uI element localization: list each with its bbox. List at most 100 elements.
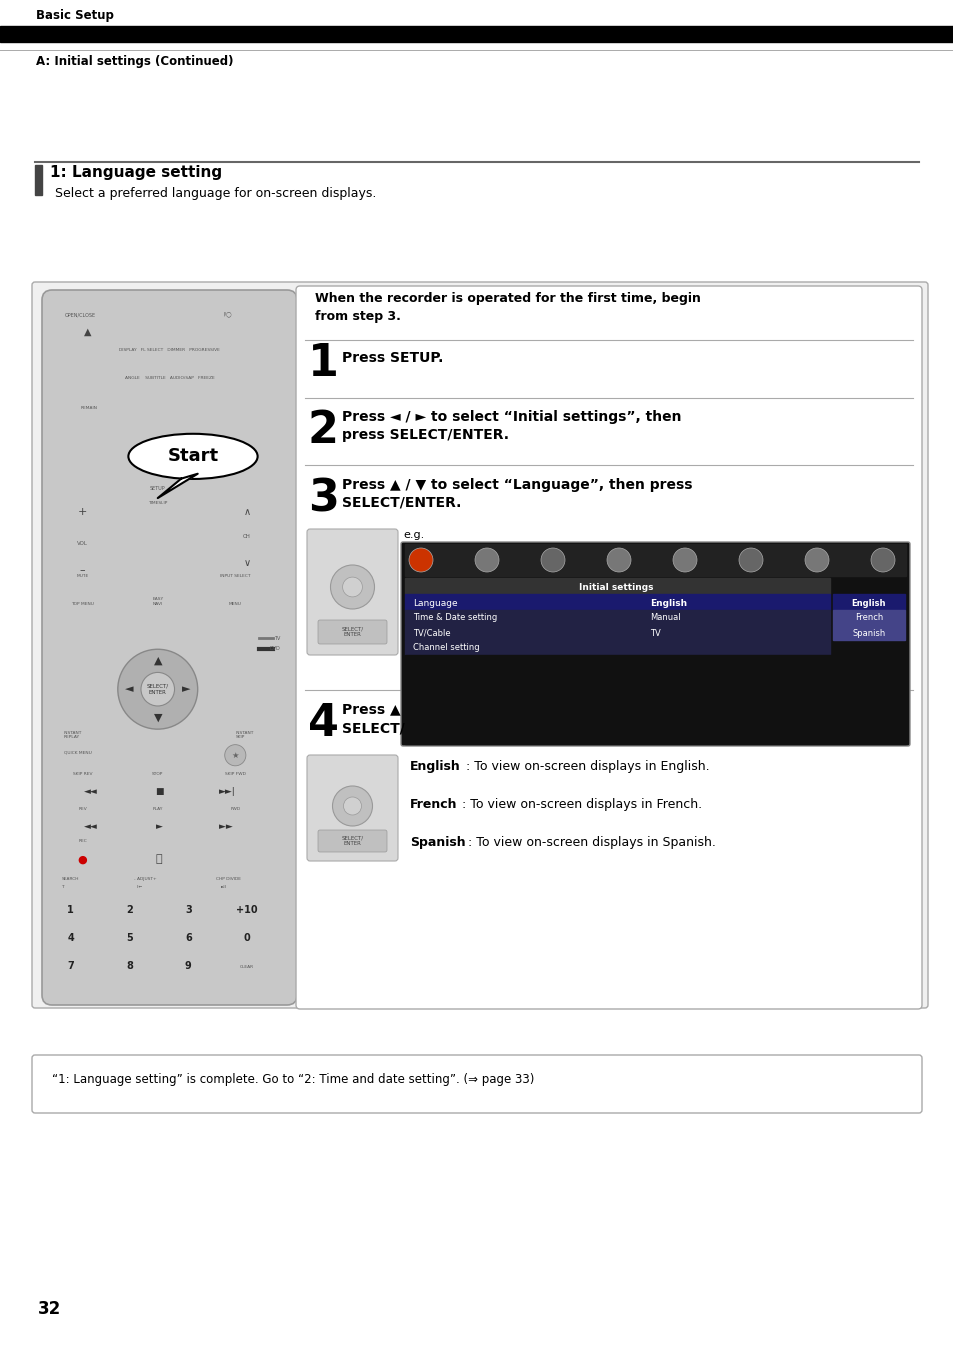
Bar [0, 26, 953, 42]
Bar [832, 610, 904, 625]
Text: 9: 9 [185, 961, 192, 970]
Text: ◄◄: ◄◄ [84, 787, 97, 795]
Text: STOP: STOP [152, 773, 163, 777]
FancyBboxPatch shape [168, 380, 216, 405]
FancyBboxPatch shape [32, 283, 927, 1008]
Text: 2: 2 [126, 906, 132, 915]
Text: 6: 6 [185, 933, 192, 944]
Bar [405, 639, 829, 656]
Text: English: English [851, 599, 885, 607]
Circle shape [117, 649, 197, 730]
Text: Initial settings: Initial settings [578, 583, 653, 591]
Text: ▼: ▼ [153, 713, 162, 723]
Text: MENU: MENU [229, 602, 241, 606]
Text: 4: 4 [68, 933, 74, 944]
Text: ▲: ▲ [84, 326, 91, 336]
Text: DVD: DVD [269, 646, 279, 651]
FancyBboxPatch shape [59, 319, 115, 342]
Circle shape [81, 751, 102, 773]
Circle shape [343, 797, 361, 814]
Text: ▲: ▲ [153, 656, 162, 665]
Text: I/◯: I/◯ [224, 312, 233, 318]
Text: ►: ► [182, 684, 191, 695]
Circle shape [149, 520, 167, 538]
FancyBboxPatch shape [224, 353, 273, 374]
Text: - ADJUST+: - ADJUST+ [134, 878, 156, 882]
Text: 0: 0 [243, 933, 250, 944]
Text: SEARCH: SEARCH [61, 878, 79, 882]
FancyBboxPatch shape [307, 755, 397, 861]
Text: ∧: ∧ [243, 507, 251, 517]
Text: ◄◄: ◄◄ [84, 821, 97, 830]
FancyBboxPatch shape [317, 621, 387, 643]
Circle shape [58, 925, 84, 950]
Bar [405, 610, 829, 625]
Text: 1: 1 [308, 342, 338, 385]
Text: ▲: ▲ [349, 789, 355, 797]
FancyBboxPatch shape [295, 285, 921, 1010]
Bar [405, 625, 829, 639]
Circle shape [58, 898, 84, 923]
Text: Select a preferred language for on-screen displays.: Select a preferred language for on-scree… [55, 187, 376, 201]
Circle shape [333, 786, 372, 826]
Text: SELECT/ENTER.: SELECT/ENTER. [341, 495, 461, 510]
Text: 5: 5 [126, 933, 132, 944]
FancyBboxPatch shape [42, 289, 296, 1005]
Text: DISPLAY   FL SELECT   DIMMER   PROGRESSIVE: DISPLAY FL SELECT DIMMER PROGRESSIVE [119, 349, 220, 353]
Text: 32: 32 [38, 1300, 61, 1318]
Text: 1: Language setting: 1: Language setting [50, 166, 222, 180]
Text: A: Initial settings (Continued): A: Initial settings (Continued) [36, 55, 233, 69]
Circle shape [606, 548, 630, 572]
Text: II←: II← [136, 886, 143, 890]
Text: Language: Language [413, 599, 457, 607]
FancyBboxPatch shape [317, 830, 387, 852]
FancyBboxPatch shape [59, 380, 108, 405]
Circle shape [147, 494, 168, 516]
Text: ∨: ∨ [243, 557, 251, 568]
Text: e.g.: e.g. [402, 530, 424, 540]
Text: from step 3.: from step 3. [314, 310, 400, 323]
FancyBboxPatch shape [59, 409, 108, 431]
Text: English: English [650, 599, 687, 607]
Text: 1: 1 [68, 906, 74, 915]
Text: Channel setting: Channel setting [413, 643, 479, 653]
Circle shape [409, 548, 433, 572]
FancyBboxPatch shape [195, 607, 258, 634]
Circle shape [233, 925, 260, 950]
FancyBboxPatch shape [200, 319, 255, 342]
FancyBboxPatch shape [224, 380, 273, 405]
FancyBboxPatch shape [168, 353, 216, 374]
FancyBboxPatch shape [128, 844, 190, 874]
Text: ▲: ▲ [349, 568, 355, 577]
Circle shape [225, 744, 246, 766]
FancyBboxPatch shape [111, 353, 159, 374]
FancyBboxPatch shape [195, 777, 258, 806]
Text: ◄: ◄ [125, 684, 133, 695]
Text: ▼: ▼ [349, 814, 355, 824]
Polygon shape [157, 474, 197, 498]
Bar [35, 166, 42, 195]
Text: ★: ★ [232, 751, 239, 759]
Text: : To view on-screen displays in English.: : To view on-screen displays in English. [461, 760, 709, 773]
FancyBboxPatch shape [400, 542, 909, 746]
Text: INSTANT
SKIP: INSTANT SKIP [235, 731, 253, 739]
Text: 3: 3 [308, 476, 338, 520]
Text: Press ▲ / ▼ to select a language, then press: Press ▲ / ▼ to select a language, then p… [341, 703, 683, 717]
Circle shape [175, 953, 201, 979]
Circle shape [233, 898, 260, 923]
Text: press SELECT/ENTER.: press SELECT/ENTER. [341, 428, 509, 441]
Circle shape [116, 925, 142, 950]
FancyBboxPatch shape [224, 503, 270, 576]
FancyBboxPatch shape [59, 810, 122, 841]
Text: REV: REV [78, 806, 87, 810]
Text: REC: REC [78, 840, 87, 844]
Bar [405, 544, 905, 576]
Text: ANGLE    SUBTITLE   AUDIO/SAP   FREEZE: ANGLE SUBTITLE AUDIO/SAP FREEZE [125, 376, 214, 380]
Text: SELECT/
ENTER: SELECT/ ENTER [147, 684, 169, 695]
FancyBboxPatch shape [195, 810, 258, 841]
Circle shape [116, 953, 142, 979]
FancyBboxPatch shape [168, 409, 216, 431]
Circle shape [116, 898, 142, 923]
Circle shape [342, 577, 362, 596]
Text: ►►: ►► [218, 821, 235, 830]
